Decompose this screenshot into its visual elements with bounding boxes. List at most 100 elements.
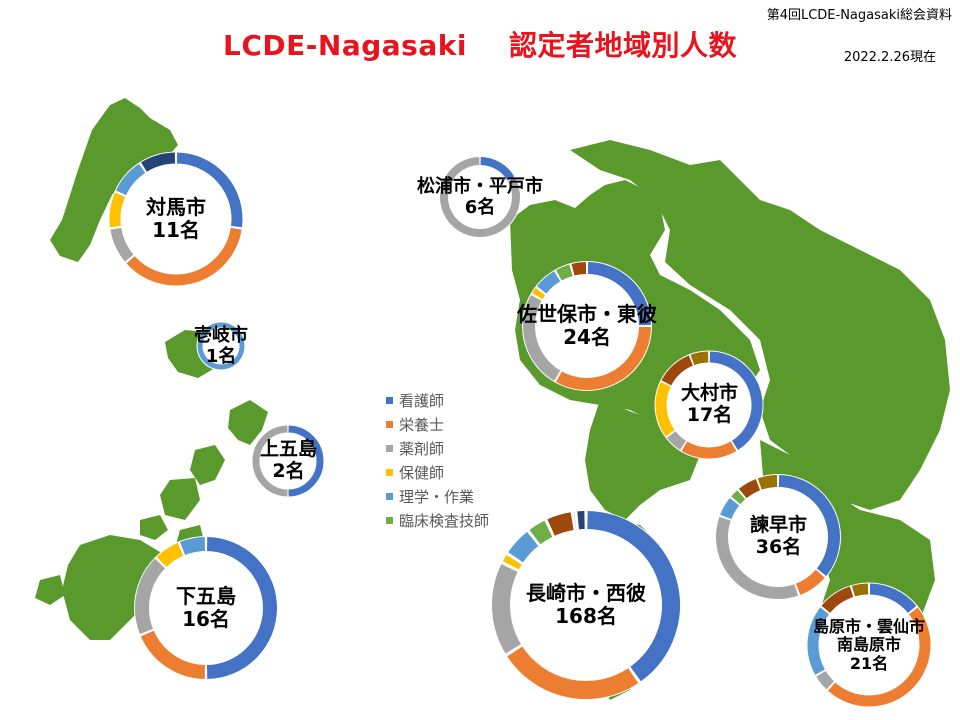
legend-item-nurse: 看護師 bbox=[386, 388, 489, 412]
region-name: 上五島 bbox=[260, 438, 318, 460]
land-shape bbox=[140, 515, 168, 540]
donut-segment bbox=[795, 569, 825, 595]
donut-segment bbox=[778, 475, 840, 577]
donut-background bbox=[654, 350, 764, 460]
donut-kamigoto bbox=[251, 424, 325, 498]
donut-segment bbox=[720, 497, 740, 520]
donut-segment bbox=[731, 490, 746, 505]
donut-segment bbox=[156, 542, 184, 568]
region-label-shimogoto: 下五島 16名 bbox=[176, 585, 236, 631]
donut-segment bbox=[116, 163, 146, 196]
date-note: 2022.2.26現在 bbox=[843, 50, 936, 65]
region-donut-charts bbox=[108, 151, 932, 708]
donut-segment bbox=[738, 479, 761, 499]
donut-omura bbox=[654, 350, 764, 460]
donut-background bbox=[108, 151, 244, 287]
donut-background bbox=[134, 536, 278, 680]
legend-swatch bbox=[386, 492, 393, 500]
donut-segment bbox=[440, 157, 520, 237]
legend-label: 臨床検査技師 bbox=[399, 511, 490, 530]
donut-segment bbox=[523, 294, 561, 381]
land-shape bbox=[160, 478, 200, 520]
donut-segment bbox=[666, 431, 687, 450]
donut-segment bbox=[655, 381, 675, 437]
legend-swatch bbox=[386, 420, 393, 428]
donut-background bbox=[251, 424, 325, 498]
region-count: 6名 bbox=[464, 196, 496, 218]
region-label-isahaya: 諫早市 36名 bbox=[750, 514, 808, 559]
region-count: 21名 bbox=[849, 653, 889, 673]
legend-label: 看護師 bbox=[399, 391, 445, 410]
region-label-nagasaki: 長崎市・西彼 168名 bbox=[526, 582, 646, 628]
donut-segment bbox=[176, 152, 243, 228]
donut-segment bbox=[587, 262, 651, 326]
region-count: 24名 bbox=[563, 325, 611, 349]
region-count: 1名 bbox=[205, 345, 237, 367]
donut-segment bbox=[555, 264, 573, 281]
region-name: 壱岐市 bbox=[194, 325, 248, 346]
region-label-omura: 大村市 17名 bbox=[681, 382, 738, 427]
donut-sasebo bbox=[522, 261, 652, 391]
donut-isahaya bbox=[715, 474, 841, 600]
donut-segment bbox=[480, 157, 515, 181]
legend-label: 薬剤師 bbox=[399, 439, 445, 458]
page-title: LCDE-Nagasaki 認定者地域別人数 bbox=[0, 24, 960, 64]
region-name: 下五島 bbox=[176, 584, 236, 608]
donut-background bbox=[196, 321, 246, 371]
donut-segment bbox=[532, 287, 546, 300]
donut-segment bbox=[507, 646, 639, 699]
donut-matsuura bbox=[439, 156, 521, 238]
legend-item-pharmacist: 薬剤師 bbox=[386, 436, 489, 460]
donut-segment bbox=[502, 554, 522, 570]
donut-segment bbox=[757, 475, 778, 490]
region-name: 島原市・雲仙市 bbox=[813, 617, 926, 636]
donut-iki bbox=[196, 321, 246, 371]
donut-segment bbox=[716, 516, 799, 599]
region-name: 諫早市 bbox=[750, 514, 808, 536]
donut-segment bbox=[851, 583, 869, 597]
donut-segment bbox=[587, 511, 680, 682]
donut-segment bbox=[536, 271, 561, 294]
legend: 看護師 栄養士 薬剤師 保健師 理学・作業 臨床検査技師 bbox=[386, 388, 489, 532]
donut-segment bbox=[555, 326, 651, 390]
title-sub: 認定者地域別人数 bbox=[508, 29, 737, 62]
donut-nagasaki bbox=[491, 510, 681, 700]
donut-segment bbox=[179, 537, 206, 556]
donut-segment bbox=[288, 425, 324, 497]
region-label-sasebo: 佐世保市・東彼 24名 bbox=[517, 303, 657, 349]
donut-segment bbox=[141, 152, 176, 172]
region-label-shimabara: 島原市・雲仙市 南島原市 21名 bbox=[813, 617, 926, 673]
legend-swatch bbox=[386, 396, 393, 404]
donut-segment bbox=[508, 531, 539, 563]
donut-segment bbox=[807, 607, 830, 675]
donut-segment bbox=[681, 441, 737, 459]
legend-item-dietitian: 栄養士 bbox=[386, 412, 489, 436]
donut-segment bbox=[135, 558, 166, 635]
donut-segment bbox=[140, 630, 206, 679]
donut-segment bbox=[827, 607, 931, 707]
region-label-kamigoto: 上五島 2名 bbox=[260, 438, 318, 483]
donut-segment bbox=[547, 512, 574, 536]
legend-swatch bbox=[386, 516, 393, 524]
region-name: 佐世保市・東彼 bbox=[517, 302, 657, 326]
donut-background bbox=[491, 510, 681, 700]
land-shape bbox=[35, 575, 65, 605]
legend-item-lab-tech: 臨床検査技師 bbox=[386, 508, 489, 532]
donut-segment bbox=[709, 351, 763, 450]
region-name: 対馬市 bbox=[146, 195, 206, 219]
donut-background bbox=[439, 156, 521, 238]
region-count: 2名 bbox=[272, 459, 305, 482]
donut-segment bbox=[197, 322, 245, 370]
region-label-tsushima: 対馬市 11名 bbox=[146, 196, 206, 242]
land-shape bbox=[228, 400, 268, 445]
donut-segment bbox=[869, 583, 917, 614]
legend-label: 保健師 bbox=[399, 463, 445, 482]
region-count: 16名 bbox=[182, 607, 230, 631]
region-count: 36名 bbox=[755, 535, 802, 558]
donut-segment bbox=[206, 537, 277, 679]
legend-swatch bbox=[386, 444, 393, 452]
legend-label: 理学・作業 bbox=[399, 487, 475, 506]
title-main: LCDE-Nagasaki bbox=[223, 29, 467, 62]
